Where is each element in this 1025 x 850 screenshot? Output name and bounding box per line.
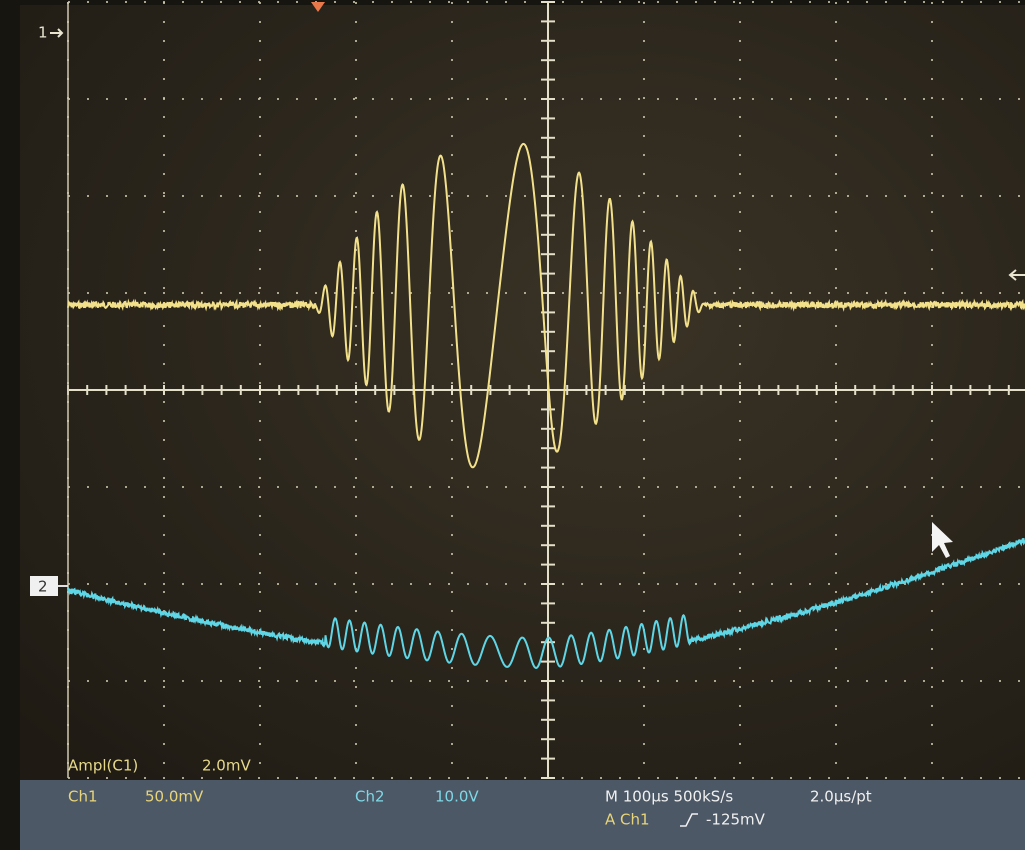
ch1-scale: 50.0mV (145, 788, 204, 806)
ch2-marker: 2 (38, 578, 48, 596)
timebase: M 100µs 500kS/s (605, 788, 733, 806)
trigger-source: A Ch1 (605, 811, 650, 829)
oscilloscope-screen: 1 2 Ampl(C1) 2.0mV Ch1 50.0mV Ch2 10.0V … (0, 0, 1025, 850)
ch2-scale: 10.0V (435, 788, 479, 806)
ch1-marker: 1 (38, 24, 48, 42)
measurement-value: 2.0mV (202, 757, 251, 775)
page: 1 2 Ampl(C1) 2.0mV Ch1 50.0mV Ch2 10.0V … (0, 0, 1025, 850)
resolution: 2.0µs/pt (810, 788, 872, 806)
measurement-label: Ampl(C1) (68, 757, 138, 775)
ch1-label: Ch1 (68, 788, 98, 806)
trigger-level: -125mV (706, 811, 766, 829)
ch2-label: Ch2 (355, 788, 385, 806)
